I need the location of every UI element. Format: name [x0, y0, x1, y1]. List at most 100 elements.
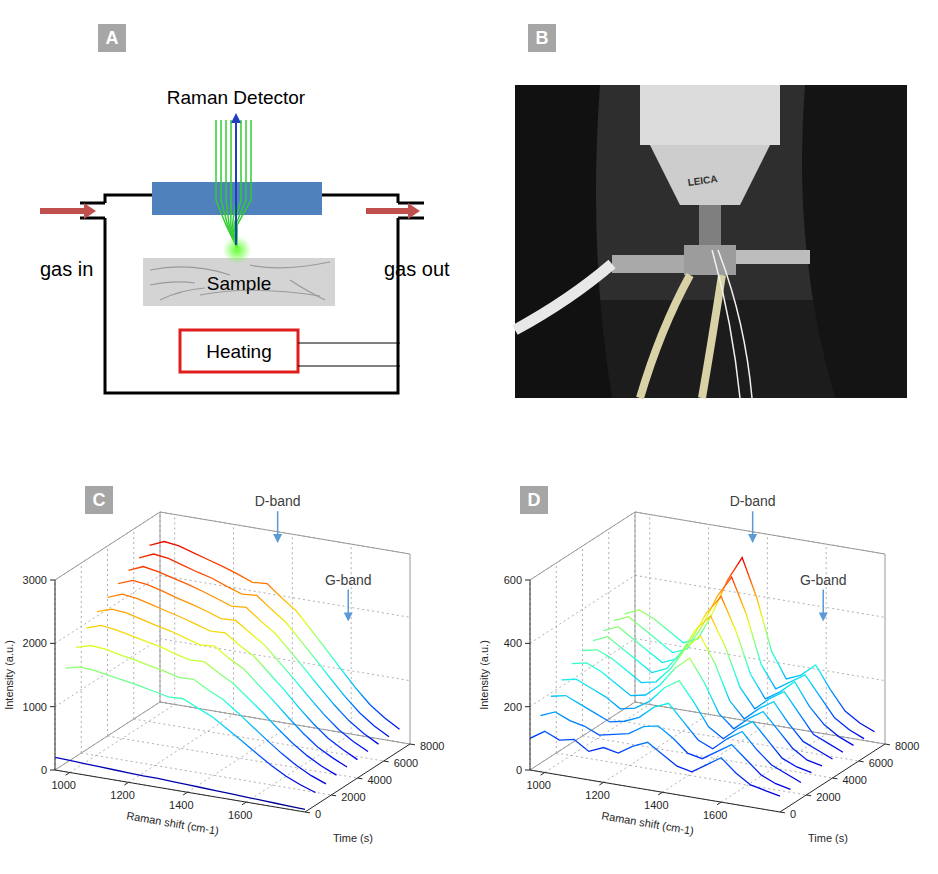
y-axis-title: Intensity (a.u.) — [3, 640, 15, 710]
y-axis-line — [55, 580, 56, 770]
gas-arrow — [366, 203, 420, 219]
diagram: Raman DetectorSampleHeatinggas ingas out — [40, 87, 450, 393]
panel-letter-box — [520, 486, 548, 514]
x-axis-line — [55, 770, 305, 812]
grid-line — [160, 575, 410, 617]
z-tick-label: 8000 — [420, 740, 444, 752]
y-tick — [525, 706, 530, 707]
x-tick — [599, 782, 603, 785]
z-tick-label: 2000 — [816, 791, 840, 803]
gas-in-label: gas in — [40, 258, 93, 280]
x-tick — [717, 802, 721, 805]
x-tick-label: 1600 — [228, 809, 252, 821]
y-tick-label: 400 — [504, 637, 522, 649]
gas-out-label: gas out — [384, 258, 450, 280]
box-edge — [410, 554, 411, 744]
spectrum-line — [76, 646, 326, 784]
annotation-arrow — [347, 590, 349, 620]
grid-line — [609, 719, 859, 761]
panel-letter-text: C — [93, 490, 106, 510]
z-tick — [305, 812, 310, 814]
x-tick — [124, 782, 128, 785]
panel-letter-box — [528, 24, 556, 52]
z-axis-title: Time (s) — [808, 832, 848, 844]
z-tick-label: 4000 — [368, 774, 392, 786]
signal-arrow — [235, 118, 237, 245]
chamber — [80, 195, 424, 393]
z-tick — [384, 761, 389, 763]
box-edge — [160, 512, 161, 702]
grid-line — [160, 512, 410, 554]
grid-line — [108, 736, 358, 778]
objective — [699, 205, 721, 245]
grid-line — [55, 580, 56, 770]
gas-arrow — [40, 203, 96, 219]
grid-line — [107, 546, 108, 736]
annotation-arrow — [277, 511, 279, 541]
z-tick — [806, 795, 811, 797]
panel-letter-text: D — [528, 490, 541, 510]
y-tick-label: 600 — [504, 574, 522, 586]
microscope-body — [640, 85, 780, 145]
annotation-label: G-band — [325, 572, 372, 588]
y-tick-label: 3000 — [23, 574, 47, 586]
x-tick-label: 1400 — [169, 799, 193, 811]
series-group — [530, 558, 875, 797]
grid — [530, 512, 885, 812]
x-tick-label: 1000 — [526, 779, 550, 791]
laser-beam — [237, 120, 251, 248]
box-edge — [635, 512, 636, 702]
x-tick — [541, 772, 545, 775]
panel-letter-text: B — [536, 28, 549, 48]
grid-line — [530, 512, 635, 580]
tube — [702, 275, 722, 398]
grid-line — [556, 563, 557, 753]
axes: 1000120014001600Raman shift (cm-1)020004… — [3, 574, 444, 844]
x-axis-title: Raman shift (cm-1) — [126, 809, 220, 836]
z-tick-label: 6000 — [394, 757, 418, 769]
y-tick — [50, 706, 55, 707]
spectrum-line — [530, 731, 780, 796]
chart: 1000120014001600Raman shift (cm-1)020004… — [3, 493, 444, 844]
grid-line — [530, 639, 635, 707]
panel-letter: A — [98, 24, 126, 52]
figure: ABCDRaman DetectorSampleHeatinggas ingas… — [0, 0, 938, 874]
panel-letter-box — [98, 24, 126, 52]
grid-line — [582, 546, 583, 736]
grid-line — [649, 514, 650, 704]
z-axis-title: Time (s) — [333, 832, 373, 844]
spectrum-line — [66, 667, 316, 793]
annotations: D-bandG-band — [730, 493, 847, 619]
grid-line — [81, 563, 82, 753]
grid-line — [767, 534, 768, 724]
z-tick — [780, 812, 785, 814]
fitting — [612, 255, 684, 273]
cable — [515, 264, 612, 330]
grid-line — [160, 512, 161, 702]
spectrum-line — [87, 625, 337, 775]
sample-texture — [150, 282, 195, 285]
panel-letter: B — [528, 24, 556, 52]
photo-background — [515, 85, 907, 398]
annotation-arrow — [752, 511, 754, 541]
box-edge — [160, 512, 410, 554]
x-tick — [658, 792, 662, 795]
y-tick — [50, 580, 55, 581]
spectrum-line — [97, 609, 347, 767]
box-edge — [635, 512, 885, 554]
heating-box — [180, 330, 298, 372]
annotations: D-bandG-band — [255, 493, 372, 619]
grid-line — [530, 580, 531, 770]
panel-letter-text: A — [106, 28, 119, 48]
spectrum-line — [108, 594, 358, 760]
x-tick-label: 1600 — [703, 809, 727, 821]
z-tick — [833, 778, 838, 780]
annotation-label: G-band — [800, 572, 847, 588]
x-tick — [183, 792, 187, 795]
detector-label: Raman Detector — [167, 87, 306, 108]
spectrum-line — [583, 635, 833, 759]
grid-line — [530, 702, 635, 770]
grid-line — [608, 529, 609, 719]
sample-block — [143, 258, 335, 306]
spectrum-line — [614, 577, 864, 739]
